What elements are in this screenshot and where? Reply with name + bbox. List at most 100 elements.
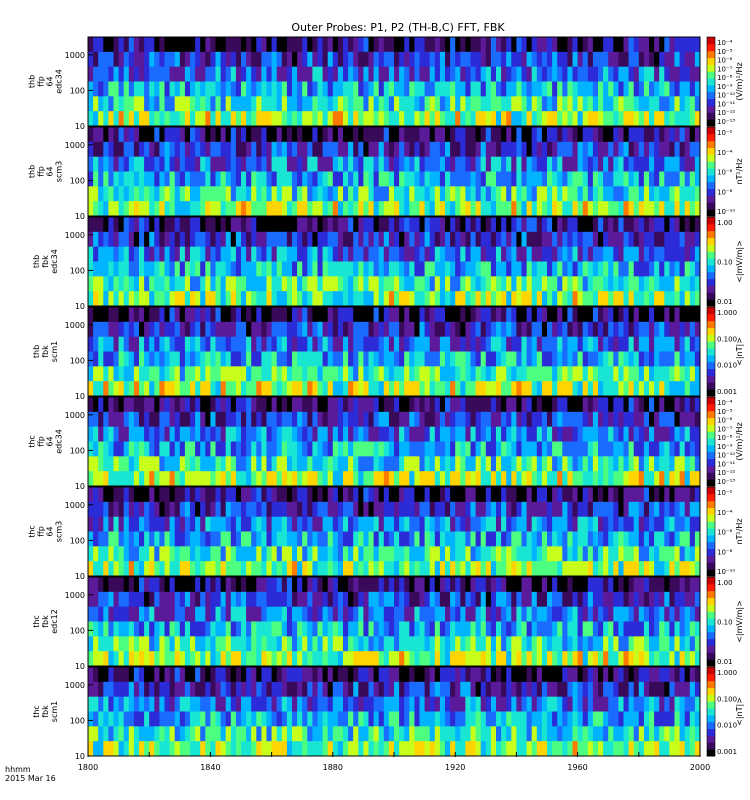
- spectrogram-cell: [307, 336, 313, 352]
- spectrogram-cell: [139, 531, 145, 547]
- spectrogram-cell: [669, 51, 675, 68]
- spectrogram-cell: [455, 651, 461, 667]
- spectrogram-cell: [689, 546, 696, 562]
- spectrogram-cell: [241, 426, 247, 442]
- spectrogram-cell: [547, 471, 553, 487]
- spectrogram-cell: [225, 471, 232, 487]
- spectrogram-cell: [139, 381, 145, 397]
- spectrogram-cell: [618, 516, 624, 532]
- spectrogram-cell: [623, 351, 629, 367]
- spectrogram-cell: [562, 127, 568, 143]
- spectrogram-cell: [654, 156, 660, 172]
- spectrogram-cell: [664, 171, 670, 187]
- spectrogram-cell: [261, 366, 267, 382]
- spectrogram-cell: [317, 37, 323, 53]
- spectrogram-cell: [434, 261, 441, 277]
- spectrogram-cell: [286, 397, 293, 413]
- spectrogram-cell: [516, 37, 522, 53]
- spectrogram-cell: [93, 217, 99, 233]
- spectrogram-cell: [123, 546, 130, 562]
- spectrogram-cell: [220, 276, 227, 292]
- spectrogram-cell: [654, 217, 660, 233]
- spectrogram-cell: [322, 636, 329, 652]
- spectrogram-cell: [679, 231, 686, 248]
- spectrogram-cell: [608, 217, 614, 233]
- spectrogram-cell: [419, 577, 425, 593]
- spectrogram-cell: [317, 307, 323, 323]
- spectrogram-cell: [643, 561, 650, 577]
- spectrogram-cell: [598, 186, 604, 202]
- spectrogram-cell: [460, 351, 466, 367]
- spectrogram-cell: [592, 291, 599, 307]
- spectrogram-cell: [307, 621, 313, 637]
- spectrogram-cell: [465, 606, 471, 622]
- spectrogram-cell: [358, 96, 364, 112]
- spectrogram-cell: [516, 397, 522, 413]
- spectrogram-cell: [363, 81, 369, 97]
- spectrogram-cell: [582, 561, 589, 577]
- spectrogram-cell: [516, 351, 522, 367]
- spectrogram-cell: [414, 307, 420, 323]
- spectrogram-cell: [654, 141, 660, 158]
- spectrogram-cell: [388, 96, 395, 112]
- y-tick-label: 10: [75, 482, 85, 491]
- spectrogram-cell: [643, 456, 650, 472]
- spectrogram-cell: [399, 426, 405, 442]
- spectrogram-cell: [312, 487, 318, 503]
- spectrogram-cell: [128, 171, 135, 187]
- spectrogram-cell: [149, 186, 155, 202]
- spectrogram-cell: [230, 186, 237, 202]
- spectrogram-cell: [613, 321, 619, 338]
- spectrogram-cell: [312, 291, 318, 307]
- spectrogram-cell: [332, 321, 339, 338]
- spectrogram-cell: [88, 51, 94, 68]
- spectrogram-cell: [200, 426, 206, 442]
- spectrogram-cell: [368, 37, 374, 53]
- spectrogram-cell: [302, 561, 308, 577]
- spectrogram-cell: [618, 96, 624, 112]
- colorbar-label: (V/m)²/Hz: [735, 62, 744, 100]
- spectrogram-cell: [592, 546, 599, 562]
- spectrogram-cell: [225, 127, 232, 143]
- spectrogram-cell: [409, 366, 415, 382]
- spectrogram-cell: [261, 51, 267, 68]
- spectrogram-cell: [128, 37, 135, 53]
- spectrogram-cell: [312, 81, 318, 97]
- spectrogram-cell: [424, 621, 431, 637]
- spectrogram-cell: [88, 111, 94, 127]
- spectrogram-cell: [113, 531, 119, 547]
- spectrogram-cell: [271, 471, 278, 487]
- spectrogram-cell: [154, 636, 160, 652]
- spectrogram-cell: [506, 426, 512, 442]
- spectrogram-cell: [643, 351, 650, 367]
- spectrogram-cell: [383, 471, 390, 487]
- spectrogram-cell: [261, 66, 267, 82]
- colorbar-label: nT²/Hz: [735, 158, 744, 184]
- spectrogram-cell: [195, 606, 201, 622]
- colorbar-segment: [707, 174, 715, 183]
- spectrogram-cell: [567, 546, 573, 562]
- spectrogram-cell: [225, 37, 232, 53]
- spectrogram-cell: [409, 456, 415, 472]
- spectrogram-cell: [195, 591, 201, 608]
- spectrogram-cell: [383, 246, 390, 262]
- spectrogram-cell: [215, 591, 221, 608]
- panel-ylabel: thbfbkedc34: [32, 249, 59, 274]
- spectrogram-cell: [383, 487, 390, 503]
- spectrogram-cell: [501, 531, 507, 547]
- spectrogram-cell: [286, 66, 293, 82]
- spectrogram-cell: [200, 141, 206, 158]
- spectrogram-cell: [490, 411, 497, 428]
- spectrogram-cell: [679, 441, 686, 457]
- colorbar-tick-label: 10⁻⁶: [717, 169, 733, 177]
- spectrogram-cell: [190, 171, 196, 187]
- spectrogram-cell: [276, 291, 283, 307]
- spectrogram-cell: [496, 141, 502, 158]
- spectrogram-cell: [383, 127, 390, 143]
- spectrogram-cell: [169, 261, 176, 277]
- spectrogram-cell: [628, 246, 635, 262]
- spectrogram-cell: [547, 411, 553, 428]
- spectrogram-cell: [470, 276, 476, 292]
- spectrogram-cell: [200, 651, 206, 667]
- spectrogram-cell: [348, 66, 354, 82]
